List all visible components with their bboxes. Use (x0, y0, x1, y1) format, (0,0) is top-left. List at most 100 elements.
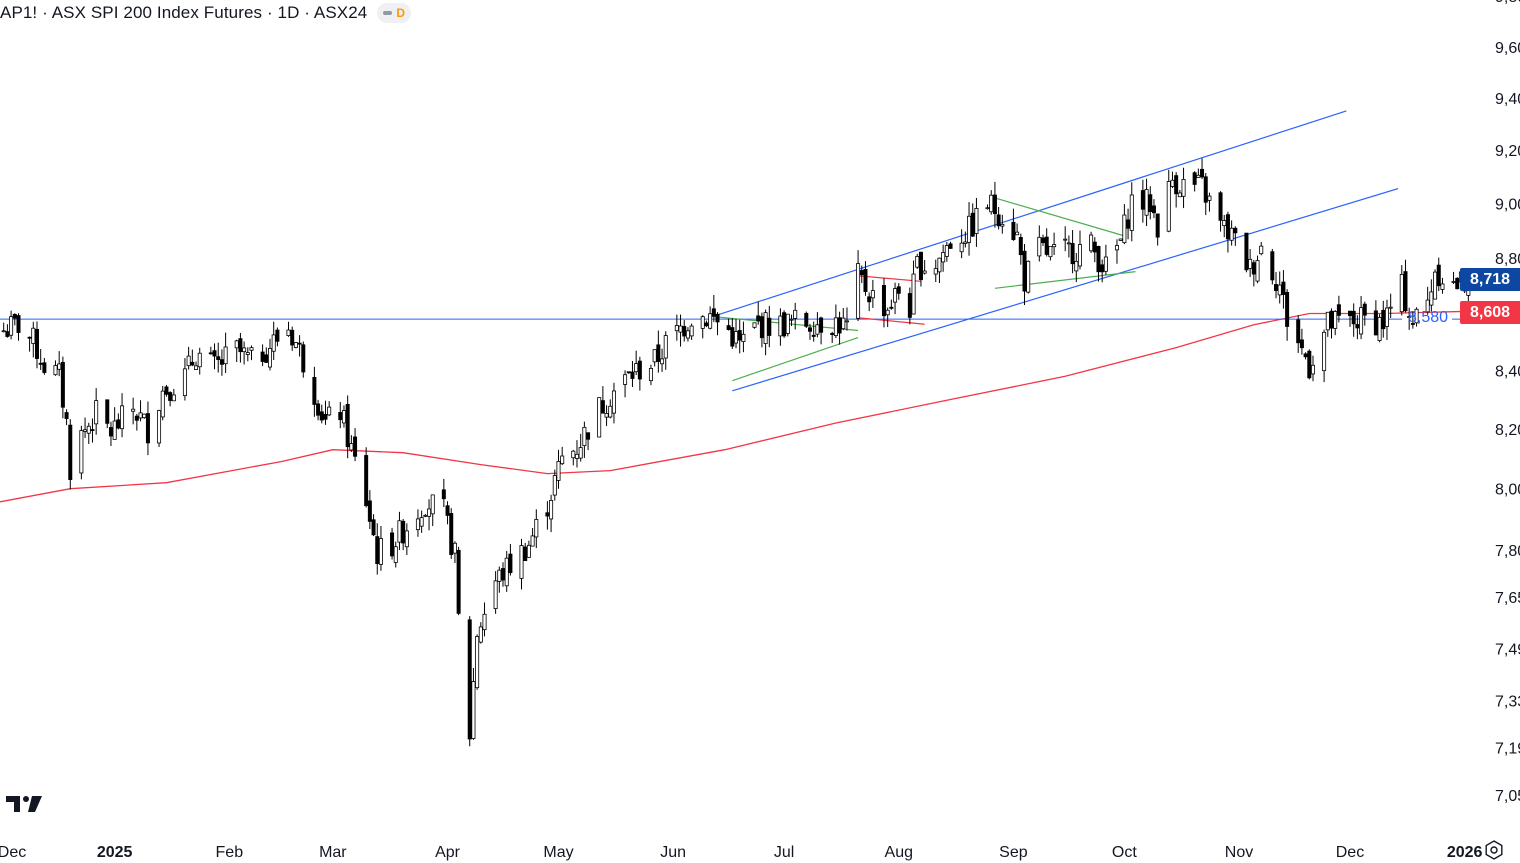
trend-line[interactable] (732, 337, 859, 382)
trend-line[interactable] (994, 271, 1136, 289)
symbol-title[interactable]: AP1! · ASX SPI 200 Index Futures · 1D · … (0, 3, 368, 22)
trend-line[interactable] (858, 275, 922, 282)
candle (1381, 300, 1386, 338)
candle (867, 292, 872, 312)
candle (471, 667, 476, 740)
candle (249, 345, 254, 361)
candle (726, 318, 731, 331)
candle (327, 401, 332, 417)
candle (985, 204, 990, 210)
candle (1052, 232, 1057, 256)
candle (578, 433, 583, 462)
candle (1129, 182, 1134, 242)
candle (238, 332, 243, 363)
candle (944, 241, 949, 262)
candle (112, 407, 117, 440)
candle (430, 494, 435, 527)
candle (445, 501, 450, 525)
x-tick-label: May (543, 844, 573, 861)
candle (293, 342, 298, 349)
candle (1103, 244, 1108, 275)
candle (1455, 277, 1460, 290)
trend-line[interactable] (858, 317, 925, 325)
candle (353, 428, 358, 462)
candle (1255, 255, 1260, 284)
candle (1114, 239, 1119, 264)
x-tick-label: 2026 (1447, 844, 1483, 861)
candle (1063, 226, 1068, 252)
y-tick-label: 7,190 (1495, 740, 1520, 757)
candle (375, 523, 380, 575)
candle (367, 490, 372, 530)
candle (208, 346, 213, 355)
candle (648, 364, 653, 386)
candle (31, 321, 36, 358)
candle (1311, 355, 1316, 382)
candle (1336, 295, 1341, 323)
candle (1333, 309, 1338, 336)
candle (663, 331, 668, 370)
x-tick-label: Jul (774, 844, 794, 861)
candle (449, 508, 454, 559)
candle (131, 397, 136, 425)
candle (5, 324, 10, 338)
candles-layer (1, 158, 1471, 747)
candle (1022, 244, 1027, 306)
candle (116, 413, 121, 430)
tradingview-logo-icon[interactable] (6, 794, 44, 814)
candle (338, 401, 343, 429)
candle (1207, 192, 1212, 212)
price-axis[interactable]: 9,6009,4009,2009,0008,8008,6008,4008,200… (1495, 0, 1520, 805)
candle (1451, 271, 1456, 285)
candle (168, 391, 173, 407)
y-tick-label: 9,400 (1495, 91, 1520, 108)
horizontal-level-label[interactable]: 8,580 (1408, 309, 1449, 327)
candle (1399, 265, 1404, 316)
candle (1155, 213, 1160, 246)
candle (216, 342, 221, 373)
x-tick-label: Sep (999, 844, 1028, 861)
candle (1281, 270, 1286, 309)
candle (678, 314, 683, 347)
candle (1144, 178, 1149, 227)
candle (171, 388, 176, 402)
candle (79, 425, 84, 480)
time-axis[interactable]: Dec 2025 Feb Mar Apr May Jun Jul Aug Sep Oct Nov Dec… (0, 844, 1483, 861)
candle (271, 321, 276, 360)
candle (545, 501, 550, 530)
y-tick-label: 7,050 (1495, 788, 1520, 805)
channel-upper-line[interactable] (717, 110, 1347, 316)
candle (660, 348, 665, 372)
candle (715, 312, 720, 336)
y-tick-label: 8,800 (1495, 251, 1520, 268)
candle (759, 312, 764, 348)
candle (922, 260, 927, 275)
candle (1307, 349, 1312, 380)
trend-line[interactable] (994, 197, 1125, 237)
candle (1096, 245, 1101, 282)
candle (907, 287, 912, 325)
y-tick-label: 9,800 (1495, 0, 1520, 6)
candle (552, 469, 557, 501)
candle (530, 527, 535, 547)
symbol-header[interactable]: AP1! · ASX SPI 200 Index Futures · 1D · … (0, 0, 412, 26)
candle (467, 616, 472, 747)
candle (197, 347, 202, 375)
candle (1325, 311, 1330, 337)
candle (1425, 286, 1430, 315)
channel-lower-line[interactable] (732, 188, 1399, 392)
candle (1414, 307, 1419, 327)
candle (623, 370, 628, 398)
candle (1429, 279, 1434, 312)
candle (1015, 223, 1020, 236)
candle (371, 514, 376, 537)
data-status-pill[interactable]: D (377, 3, 412, 23)
candle (1200, 158, 1205, 180)
candle (1277, 271, 1282, 304)
candle (734, 318, 739, 349)
chart-settings-icon[interactable] (1484, 840, 1504, 860)
candle (12, 313, 17, 326)
candle (142, 413, 147, 419)
candle (1041, 234, 1046, 246)
